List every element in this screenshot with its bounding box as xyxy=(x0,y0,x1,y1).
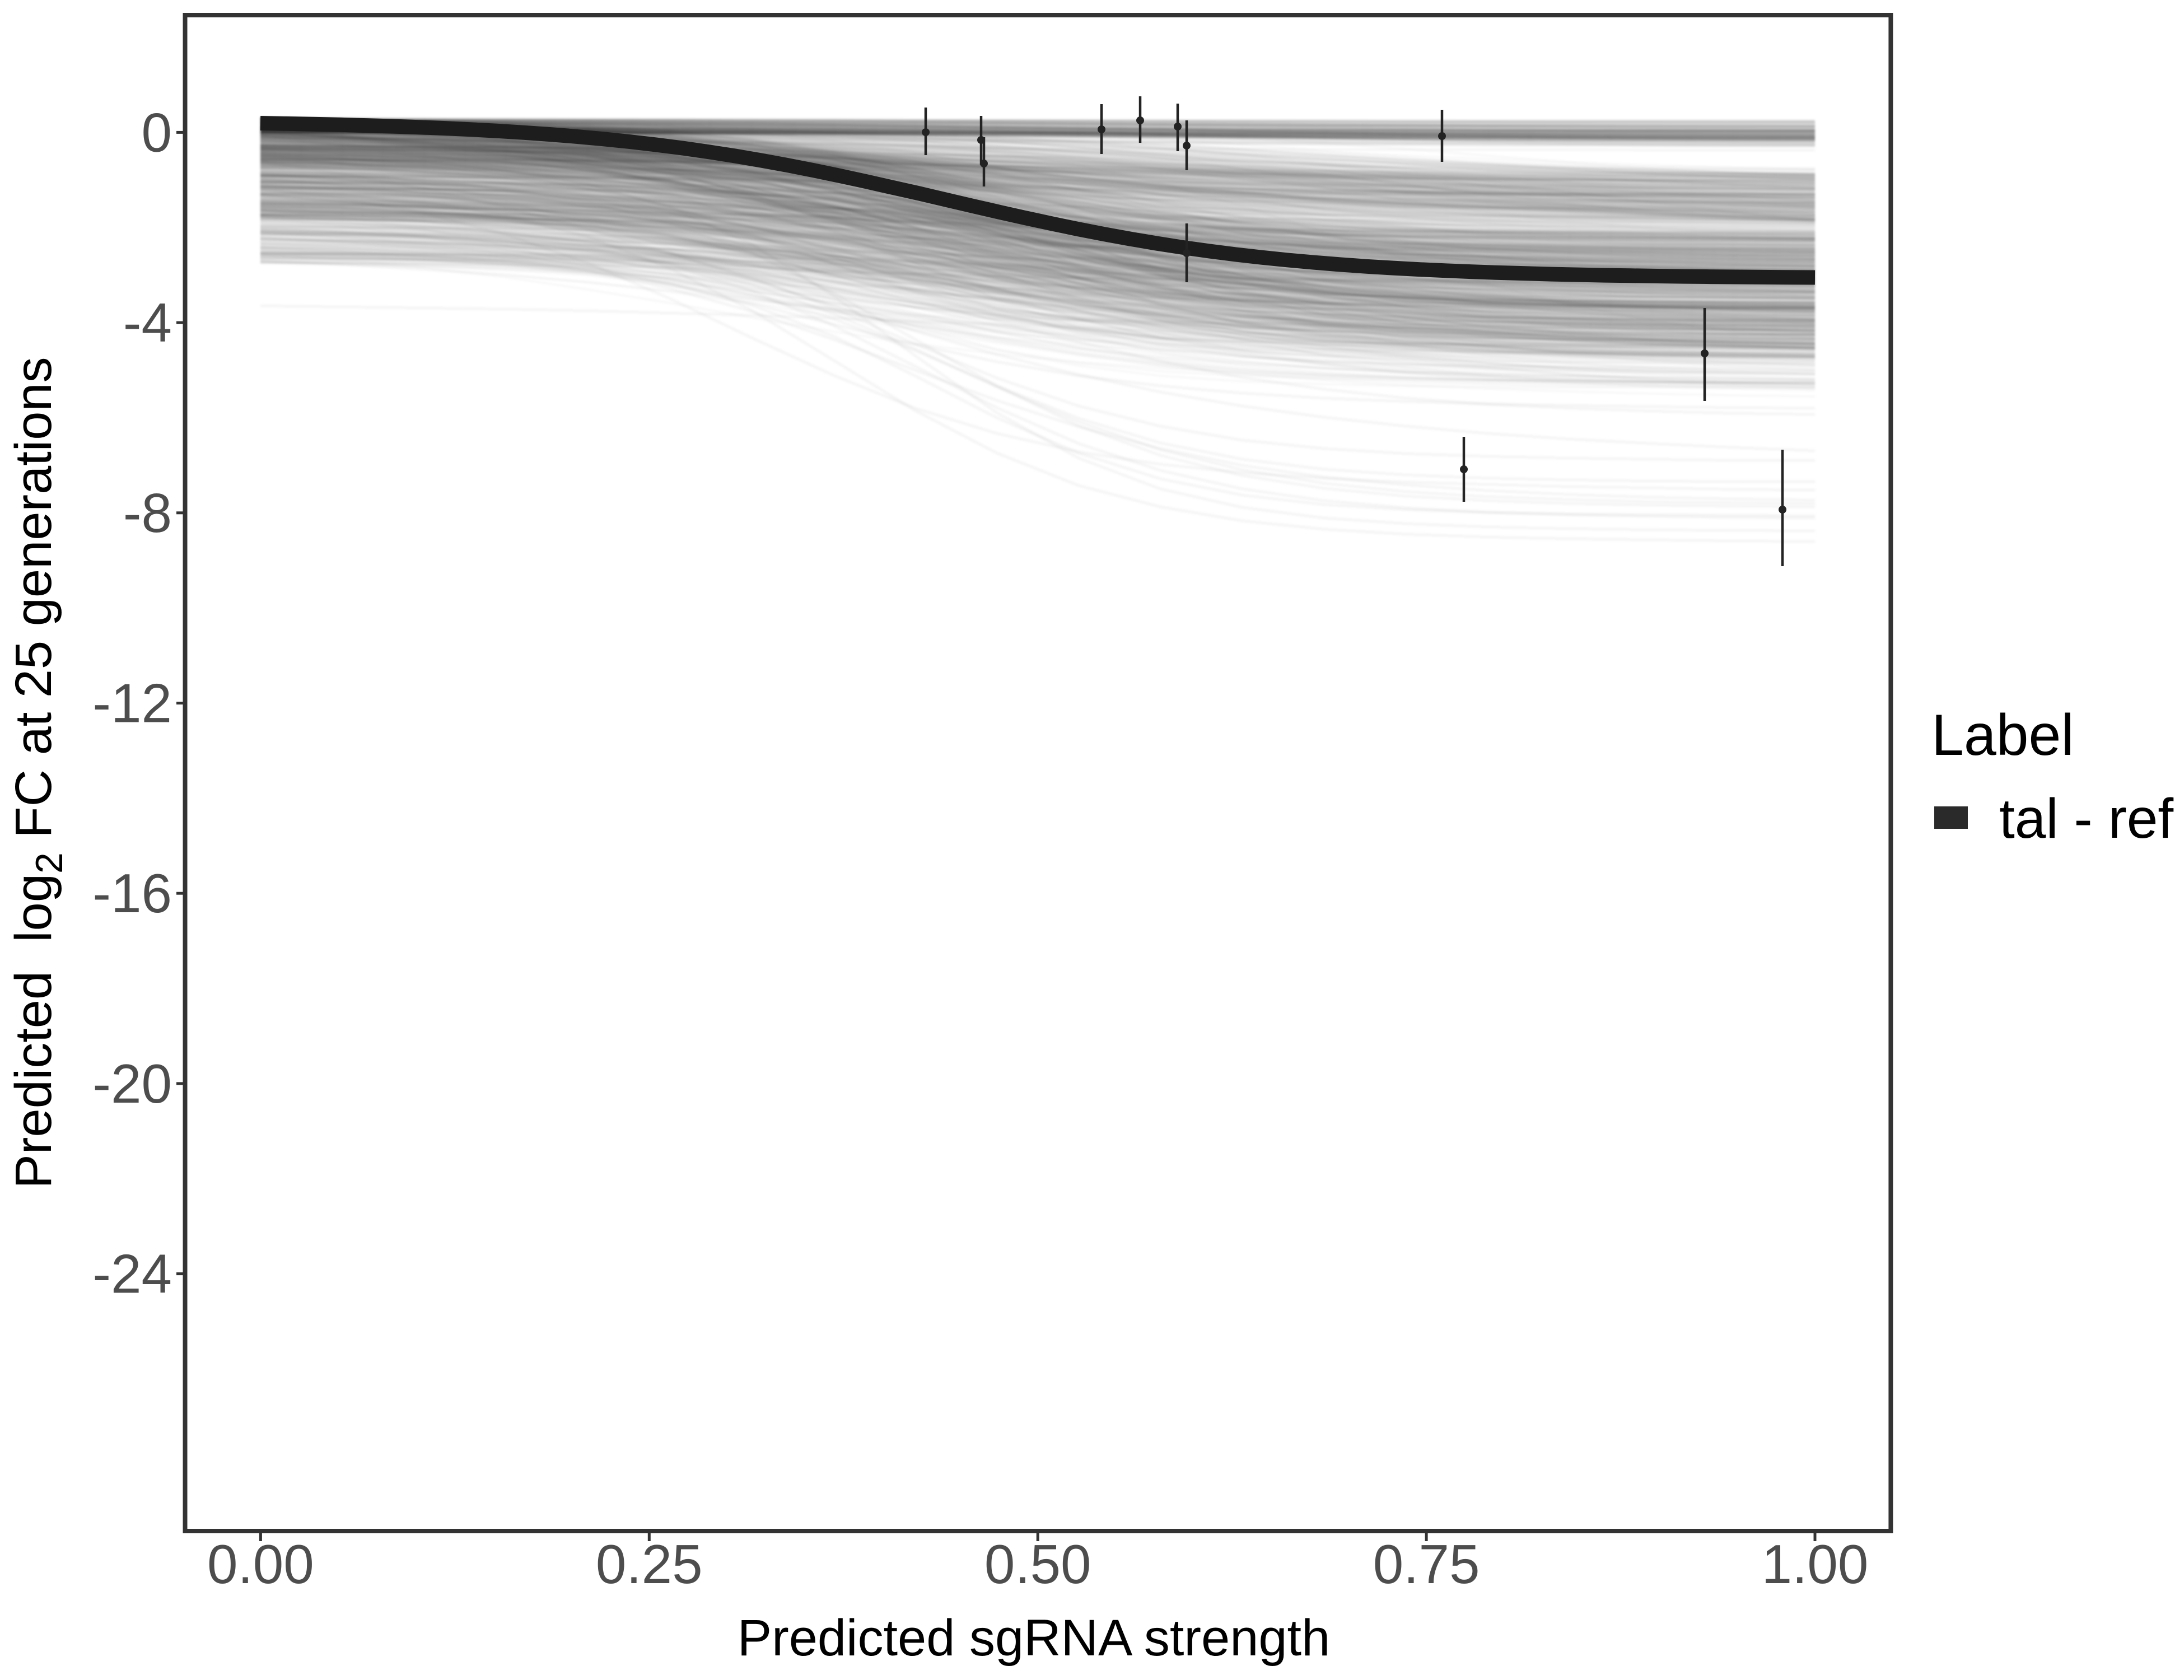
svg-text:-8: -8 xyxy=(123,482,172,544)
svg-text:-24: -24 xyxy=(92,1243,172,1305)
svg-text:tal - ref: tal - ref xyxy=(1999,787,2173,850)
svg-text:Predicted sgRNA strength: Predicted sgRNA strength xyxy=(738,1609,1331,1667)
svg-text:-4: -4 xyxy=(123,292,172,353)
svg-text:0.25: 0.25 xyxy=(596,1533,703,1595)
svg-text:1.00: 1.00 xyxy=(1762,1533,1869,1595)
svg-text:Label: Label xyxy=(1931,703,2074,768)
svg-text:-20: -20 xyxy=(92,1053,172,1114)
svg-text:Predicted log2 FC at 25 gener: Predicted log2 FC at 25 generations xyxy=(5,357,71,1188)
svg-text:0.75: 0.75 xyxy=(1373,1533,1480,1595)
svg-text:-12: -12 xyxy=(92,673,172,734)
svg-text:0.50: 0.50 xyxy=(984,1533,1091,1595)
svg-text:0.00: 0.00 xyxy=(207,1533,314,1595)
svg-text:0: 0 xyxy=(141,101,172,163)
svg-text:-16: -16 xyxy=(92,862,172,924)
